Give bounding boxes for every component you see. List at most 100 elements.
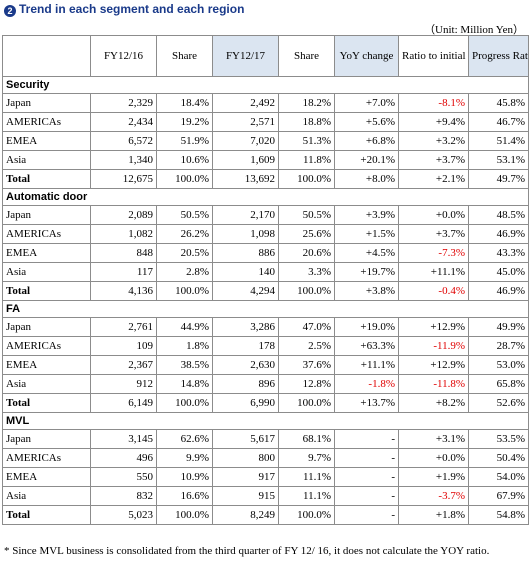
table-row: AMERICAs 1,082 26.2% 1,098 25.6% +1.5% +3.7% 46… bbox=[2, 224, 529, 244]
row-label: Total bbox=[2, 505, 91, 525]
section-title-text: Trend in each segment and each region bbox=[19, 2, 245, 16]
table-row: AMERICAs 2,434 19.2% 2,571 18.8% +5.6% +9.4% 46… bbox=[2, 112, 529, 132]
share16-cell: 20.5% bbox=[156, 243, 213, 263]
table-row: EMEA 2,367 38.5% 2,630 37.6% +11.1% +12.9% 53.0… bbox=[2, 355, 529, 375]
table-row: Asia 912 14.8% 896 12.8% -1.8% -11.8% 65.8% bbox=[2, 374, 529, 394]
fy17-cell: 915 bbox=[212, 486, 279, 506]
share17-cell: 25.6% bbox=[278, 224, 335, 244]
row-label: Total bbox=[2, 393, 91, 413]
row-label: Asia bbox=[2, 150, 91, 170]
progress-cell: 53.5% bbox=[468, 429, 529, 449]
yoy-cell: +11.1% bbox=[334, 355, 399, 375]
fy17-cell: 8,249 bbox=[212, 505, 279, 525]
yoy-cell: -1.8% bbox=[334, 374, 399, 394]
share17-cell: 47.0% bbox=[278, 317, 335, 337]
row-label: Japan bbox=[2, 93, 91, 113]
row-label: Total bbox=[2, 281, 91, 301]
progress-cell: 67.9% bbox=[468, 486, 529, 506]
share16-cell: 14.8% bbox=[156, 374, 213, 394]
table-row: Japan 2,089 50.5% 2,170 50.5% +3.9% +0.0% 48.5% bbox=[2, 205, 529, 225]
fy16-cell: 2,434 bbox=[90, 112, 157, 132]
section-row: FA bbox=[2, 300, 529, 318]
progress-cell: 53.1% bbox=[468, 150, 529, 170]
share16-cell: 10.9% bbox=[156, 467, 213, 487]
share17-cell: 37.6% bbox=[278, 355, 335, 375]
header-empty bbox=[2, 35, 91, 77]
section-row: Security bbox=[2, 76, 529, 94]
yoy-cell: - bbox=[334, 467, 399, 487]
share16-cell: 9.9% bbox=[156, 448, 213, 468]
share17-cell: 68.1% bbox=[278, 429, 335, 449]
table-row: EMEA 6,572 51.9% 7,020 51.3% +6.8% +3.2% 51.4% bbox=[2, 131, 529, 151]
table-row: Japan 3,145 62.6% 5,617 68.1% - +3.1% 53.5% bbox=[2, 429, 529, 449]
yoy-cell: +6.8% bbox=[334, 131, 399, 151]
plan-cell: +12.9% bbox=[398, 355, 469, 375]
share16-cell: 100.0% bbox=[156, 393, 213, 413]
plan-cell: +8.2% bbox=[398, 393, 469, 413]
table-row: Japan 2,761 44.9% 3,286 47.0% +19.0% +12.9% 49.… bbox=[2, 317, 529, 337]
table-row: Japan 2,329 18.4% 2,492 18.2% +7.0% -8.1% 45.8% bbox=[2, 93, 529, 113]
yoy-cell: +1.5% bbox=[334, 224, 399, 244]
share16-cell: 62.6% bbox=[156, 429, 213, 449]
plan-cell: +0.0% bbox=[398, 205, 469, 225]
header-yoy: YoY change bbox=[334, 35, 399, 77]
share16-cell: 2.8% bbox=[156, 262, 213, 282]
row-label: Asia bbox=[2, 262, 91, 282]
table-row: AMERICAs 496 9.9% 800 9.7% - +0.0% 50.4% bbox=[2, 448, 529, 468]
yoy-cell: +20.1% bbox=[334, 150, 399, 170]
progress-cell: 53.0% bbox=[468, 355, 529, 375]
unit-label: （Unit: Million Yen） bbox=[424, 24, 524, 36]
plan-cell: +3.1% bbox=[398, 429, 469, 449]
share16-cell: 100.0% bbox=[156, 169, 213, 189]
progress-cell: 46.7% bbox=[468, 112, 529, 132]
fy17-cell: 2,492 bbox=[212, 93, 279, 113]
header-share16: Share bbox=[156, 35, 213, 77]
fy16-cell: 2,367 bbox=[90, 355, 157, 375]
fy16-cell: 496 bbox=[90, 448, 157, 468]
yoy-cell: +7.0% bbox=[334, 93, 399, 113]
row-label: EMEA bbox=[2, 355, 91, 375]
fy16-cell: 550 bbox=[90, 467, 157, 487]
fy16-cell: 109 bbox=[90, 336, 157, 356]
plan-cell: +3.7% bbox=[398, 224, 469, 244]
fy17-cell: 896 bbox=[212, 374, 279, 394]
fy17-cell: 140 bbox=[212, 262, 279, 282]
section-row: MVL bbox=[2, 412, 529, 430]
section-name: Automatic door bbox=[2, 188, 529, 206]
progress-cell: 54.8% bbox=[468, 505, 529, 525]
share17-cell: 3.3% bbox=[278, 262, 335, 282]
header-fy17: FY12/17 bbox=[212, 35, 279, 77]
fy16-cell: 117 bbox=[90, 262, 157, 282]
plan-cell: +2.1% bbox=[398, 169, 469, 189]
row-label: AMERICAs bbox=[2, 448, 91, 468]
progress-cell: 52.6% bbox=[468, 393, 529, 413]
total-row: Total 12,675 100.0% 13,692 100.0% +8.0% +2.1% 4… bbox=[2, 169, 529, 189]
row-label: Japan bbox=[2, 205, 91, 225]
progress-cell: 48.5% bbox=[468, 205, 529, 225]
yoy-cell: +3.8% bbox=[334, 281, 399, 301]
section-row: Automatic door bbox=[2, 188, 529, 206]
fy16-cell: 5,023 bbox=[90, 505, 157, 525]
share17-cell: 12.8% bbox=[278, 374, 335, 394]
progress-cell: 65.8% bbox=[468, 374, 529, 394]
table-row: AMERICAs 109 1.8% 178 2.5% +63.3% -11.9% 28.7% bbox=[2, 336, 529, 356]
fy17-cell: 4,294 bbox=[212, 281, 279, 301]
footnote: * Since MVL business is consolidated fro… bbox=[4, 545, 490, 557]
progress-cell: 46.9% bbox=[468, 281, 529, 301]
fy16-cell: 912 bbox=[90, 374, 157, 394]
progress-cell: 43.3% bbox=[468, 243, 529, 263]
plan-cell: +3.7% bbox=[398, 150, 469, 170]
share16-cell: 19.2% bbox=[156, 112, 213, 132]
section-title: 2 Trend in each segment and each region bbox=[4, 2, 244, 17]
progress-cell: 54.0% bbox=[468, 467, 529, 487]
fy17-cell: 3,286 bbox=[212, 317, 279, 337]
fy17-cell: 7,020 bbox=[212, 131, 279, 151]
plan-cell: +9.4% bbox=[398, 112, 469, 132]
share17-cell: 11.1% bbox=[278, 486, 335, 506]
yoy-cell: +3.9% bbox=[334, 205, 399, 225]
share17-cell: 11.8% bbox=[278, 150, 335, 170]
fy17-cell: 886 bbox=[212, 243, 279, 263]
row-label: EMEA bbox=[2, 131, 91, 151]
share17-cell: 100.0% bbox=[278, 393, 335, 413]
header-fy16: FY12/16 bbox=[90, 35, 157, 77]
